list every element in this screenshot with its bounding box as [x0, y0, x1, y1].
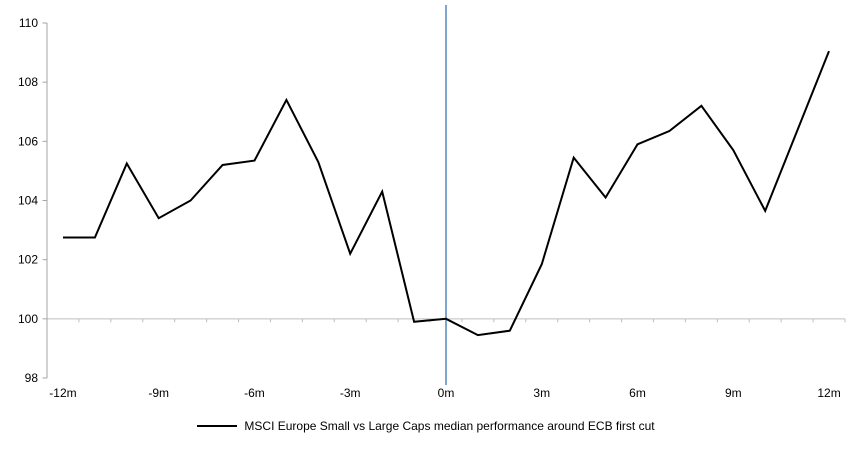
x-axis-label: 3m — [533, 386, 550, 400]
legend-line-swatch — [197, 425, 238, 427]
legend-label: MSCI Europe Small vs Large Caps median p… — [244, 419, 655, 433]
x-axis-label: 6m — [629, 386, 646, 400]
y-axis-label: 104 — [18, 194, 38, 208]
series-line — [63, 50, 830, 337]
y-axis-label: 100 — [18, 312, 38, 326]
x-axis-label: 0m — [438, 386, 455, 400]
y-axis-label: 98 — [25, 371, 39, 385]
x-axis-label: 12m — [817, 386, 840, 400]
x-axis-label: -6m — [244, 386, 265, 400]
x-axis-label: -12m — [49, 386, 76, 400]
y-axis-label: 106 — [18, 134, 38, 148]
y-axis-label: 110 — [19, 16, 38, 30]
y-axis-label: 102 — [18, 253, 38, 267]
legend: MSCI Europe Small vs Large Caps median p… — [0, 419, 852, 433]
x-axis-label: -9m — [148, 386, 169, 400]
x-axis-label: 9m — [725, 386, 742, 400]
y-axis-label: 108 — [18, 75, 38, 89]
x-axis-label: -3m — [340, 386, 361, 400]
